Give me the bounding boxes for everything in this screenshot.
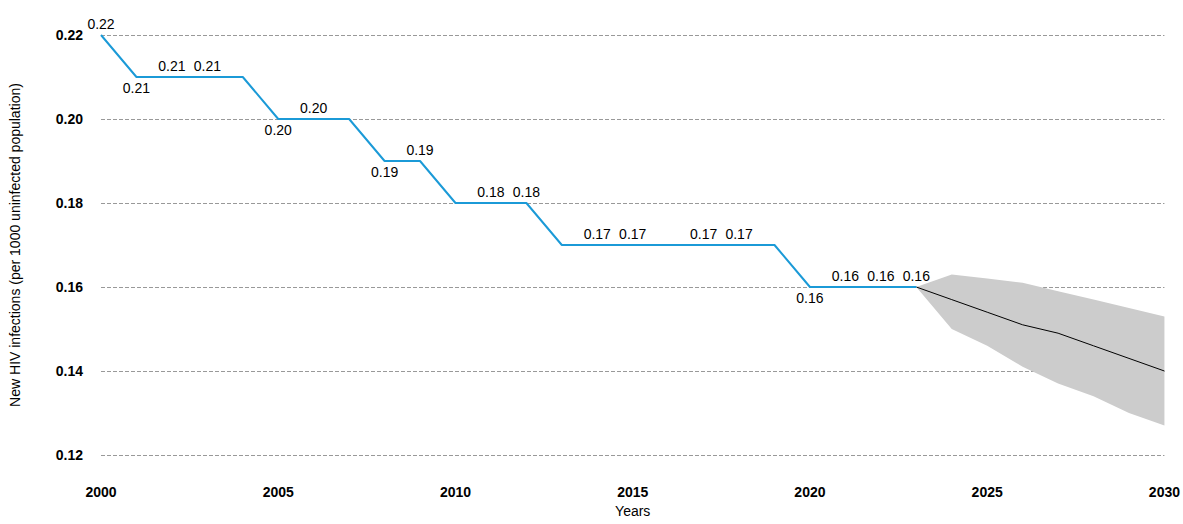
svg-text:0.18: 0.18 bbox=[513, 184, 540, 200]
svg-text:0.20: 0.20 bbox=[265, 122, 292, 138]
svg-text:2015: 2015 bbox=[617, 484, 648, 500]
svg-text:New HIV infections (per 1000 u: New HIV infections (per 1000 uninfected … bbox=[7, 83, 23, 407]
svg-text:0.16: 0.16 bbox=[796, 290, 823, 306]
svg-text:0.12: 0.12 bbox=[56, 447, 83, 463]
svg-text:0.17: 0.17 bbox=[584, 226, 611, 242]
svg-text:0.17: 0.17 bbox=[725, 226, 752, 242]
svg-text:0.21: 0.21 bbox=[123, 80, 150, 96]
svg-text:0.22: 0.22 bbox=[56, 27, 83, 43]
svg-text:0.20: 0.20 bbox=[300, 100, 327, 116]
svg-text:0.17: 0.17 bbox=[619, 226, 646, 242]
svg-text:0.16: 0.16 bbox=[832, 268, 859, 284]
svg-text:0.16: 0.16 bbox=[867, 268, 894, 284]
svg-text:0.19: 0.19 bbox=[371, 164, 398, 180]
svg-text:0.18: 0.18 bbox=[56, 195, 83, 211]
svg-text:2000: 2000 bbox=[85, 484, 116, 500]
svg-text:2030: 2030 bbox=[1149, 484, 1180, 500]
svg-text:0.17: 0.17 bbox=[690, 226, 717, 242]
svg-text:0.21: 0.21 bbox=[158, 58, 185, 74]
svg-text:0.14: 0.14 bbox=[56, 363, 83, 379]
svg-text:Years: Years bbox=[615, 503, 650, 519]
svg-text:0.21: 0.21 bbox=[194, 58, 221, 74]
svg-text:2020: 2020 bbox=[794, 484, 825, 500]
svg-text:0.18: 0.18 bbox=[477, 184, 504, 200]
svg-text:2005: 2005 bbox=[263, 484, 294, 500]
svg-text:0.16: 0.16 bbox=[903, 268, 930, 284]
svg-text:0.20: 0.20 bbox=[56, 111, 83, 127]
svg-text:0.19: 0.19 bbox=[406, 142, 433, 158]
svg-text:2025: 2025 bbox=[972, 484, 1003, 500]
svg-text:2010: 2010 bbox=[440, 484, 471, 500]
svg-text:0.22: 0.22 bbox=[87, 16, 114, 32]
svg-text:0.16: 0.16 bbox=[56, 279, 83, 295]
